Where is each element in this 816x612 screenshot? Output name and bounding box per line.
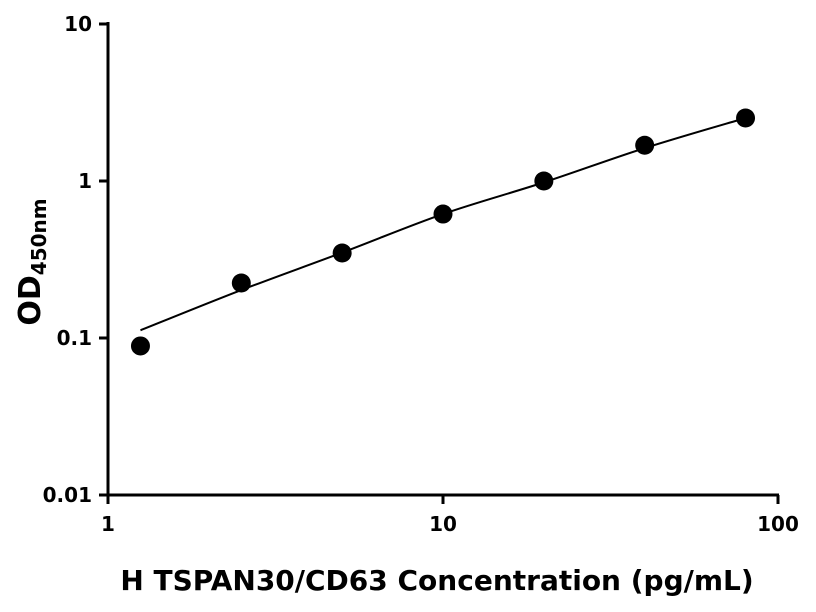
y-axis-title-sub: 450nm [27,198,51,275]
y-tick-label: 1 [78,169,92,193]
y-tick-label: 10 [64,12,92,36]
data-point [130,336,150,356]
y-tick-label: 0.01 [43,483,92,507]
x-tick-label: 1 [101,512,115,536]
x-axis-title: H TSPAN30/CD63 Concentration (pg/mL) [120,564,753,597]
y-axis-title-main: OD [13,275,48,325]
data-point [736,108,756,128]
x-tick-label: 100 [757,512,799,536]
data-point [534,171,554,191]
x-tick-label: 10 [429,512,457,536]
y-axis-title: OD450nm [13,198,51,325]
fit-curve [140,117,746,332]
y-tick-label: 0.1 [57,326,92,350]
